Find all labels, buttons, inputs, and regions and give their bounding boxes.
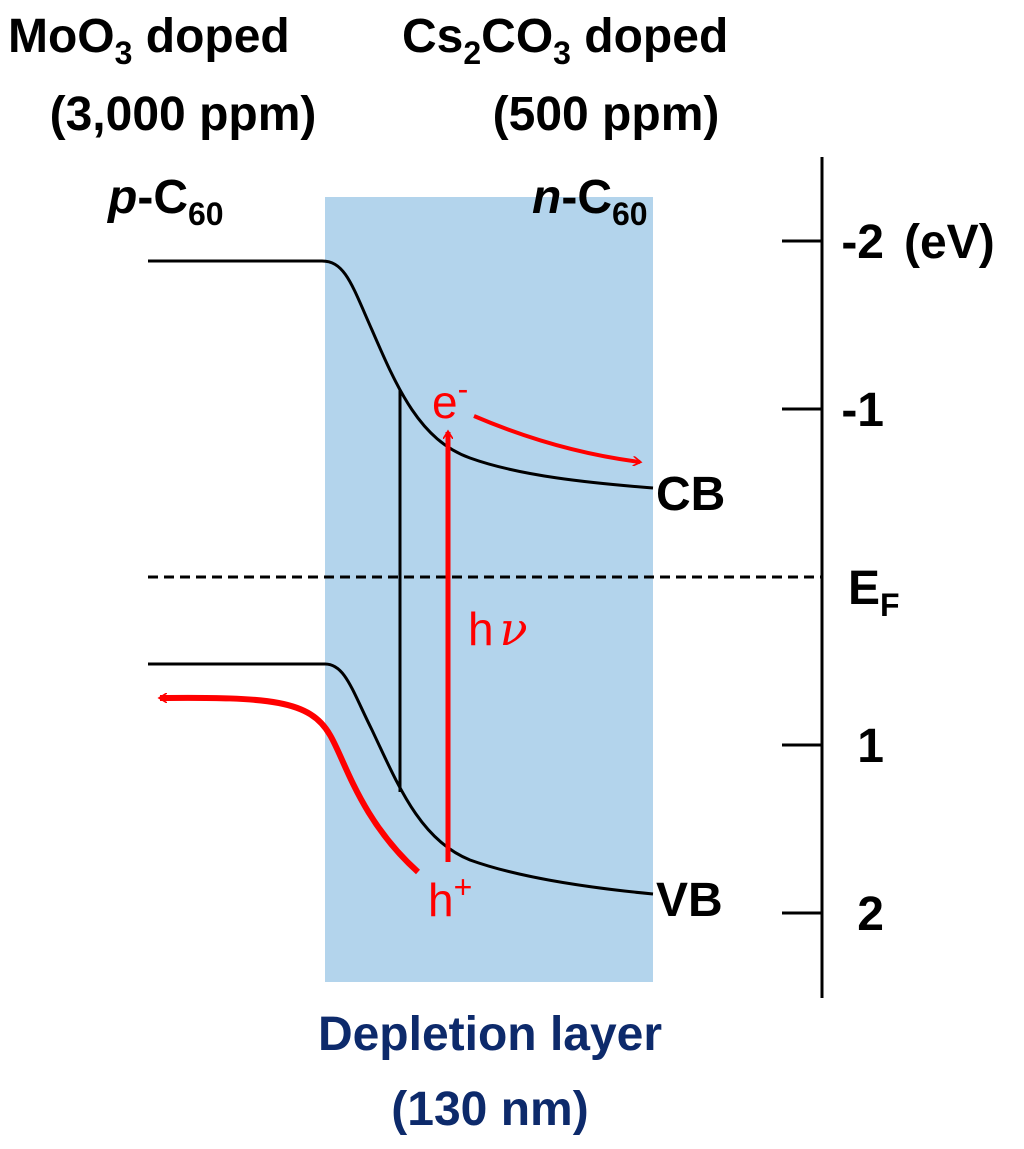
hole-label: h+ — [428, 869, 472, 926]
depletion-region — [325, 197, 653, 982]
left-material: p-C60 — [106, 171, 224, 232]
vb-label: VB — [656, 874, 723, 927]
conduction-band — [148, 259, 654, 490]
axis-tick-label: 2 — [857, 888, 884, 941]
axis-tick-label: -1 — [841, 384, 884, 437]
right-material: n-C60 — [532, 171, 648, 232]
depletion-label: Depletion layer — [318, 1008, 662, 1061]
left-amount: (3,000 ppm) — [50, 88, 317, 141]
axis-unit: (eV) — [904, 216, 995, 269]
axis-tick-label: 1 — [857, 720, 884, 773]
electron-arrow — [473, 414, 640, 462]
right-title: Cs2CO3 doped — [402, 10, 728, 71]
valence-band — [148, 662, 654, 896]
electron-label: e- — [432, 371, 468, 428]
right-amount: (500 ppm) — [493, 88, 720, 141]
depletion-width: (130 nm) — [391, 1083, 588, 1136]
fermi-label: EF — [848, 562, 900, 623]
left-title: MoO3 doped — [8, 10, 290, 71]
axis-tick-label: -2 — [841, 216, 884, 269]
cb-label: CB — [656, 468, 725, 521]
hole-arrow — [160, 698, 421, 875]
